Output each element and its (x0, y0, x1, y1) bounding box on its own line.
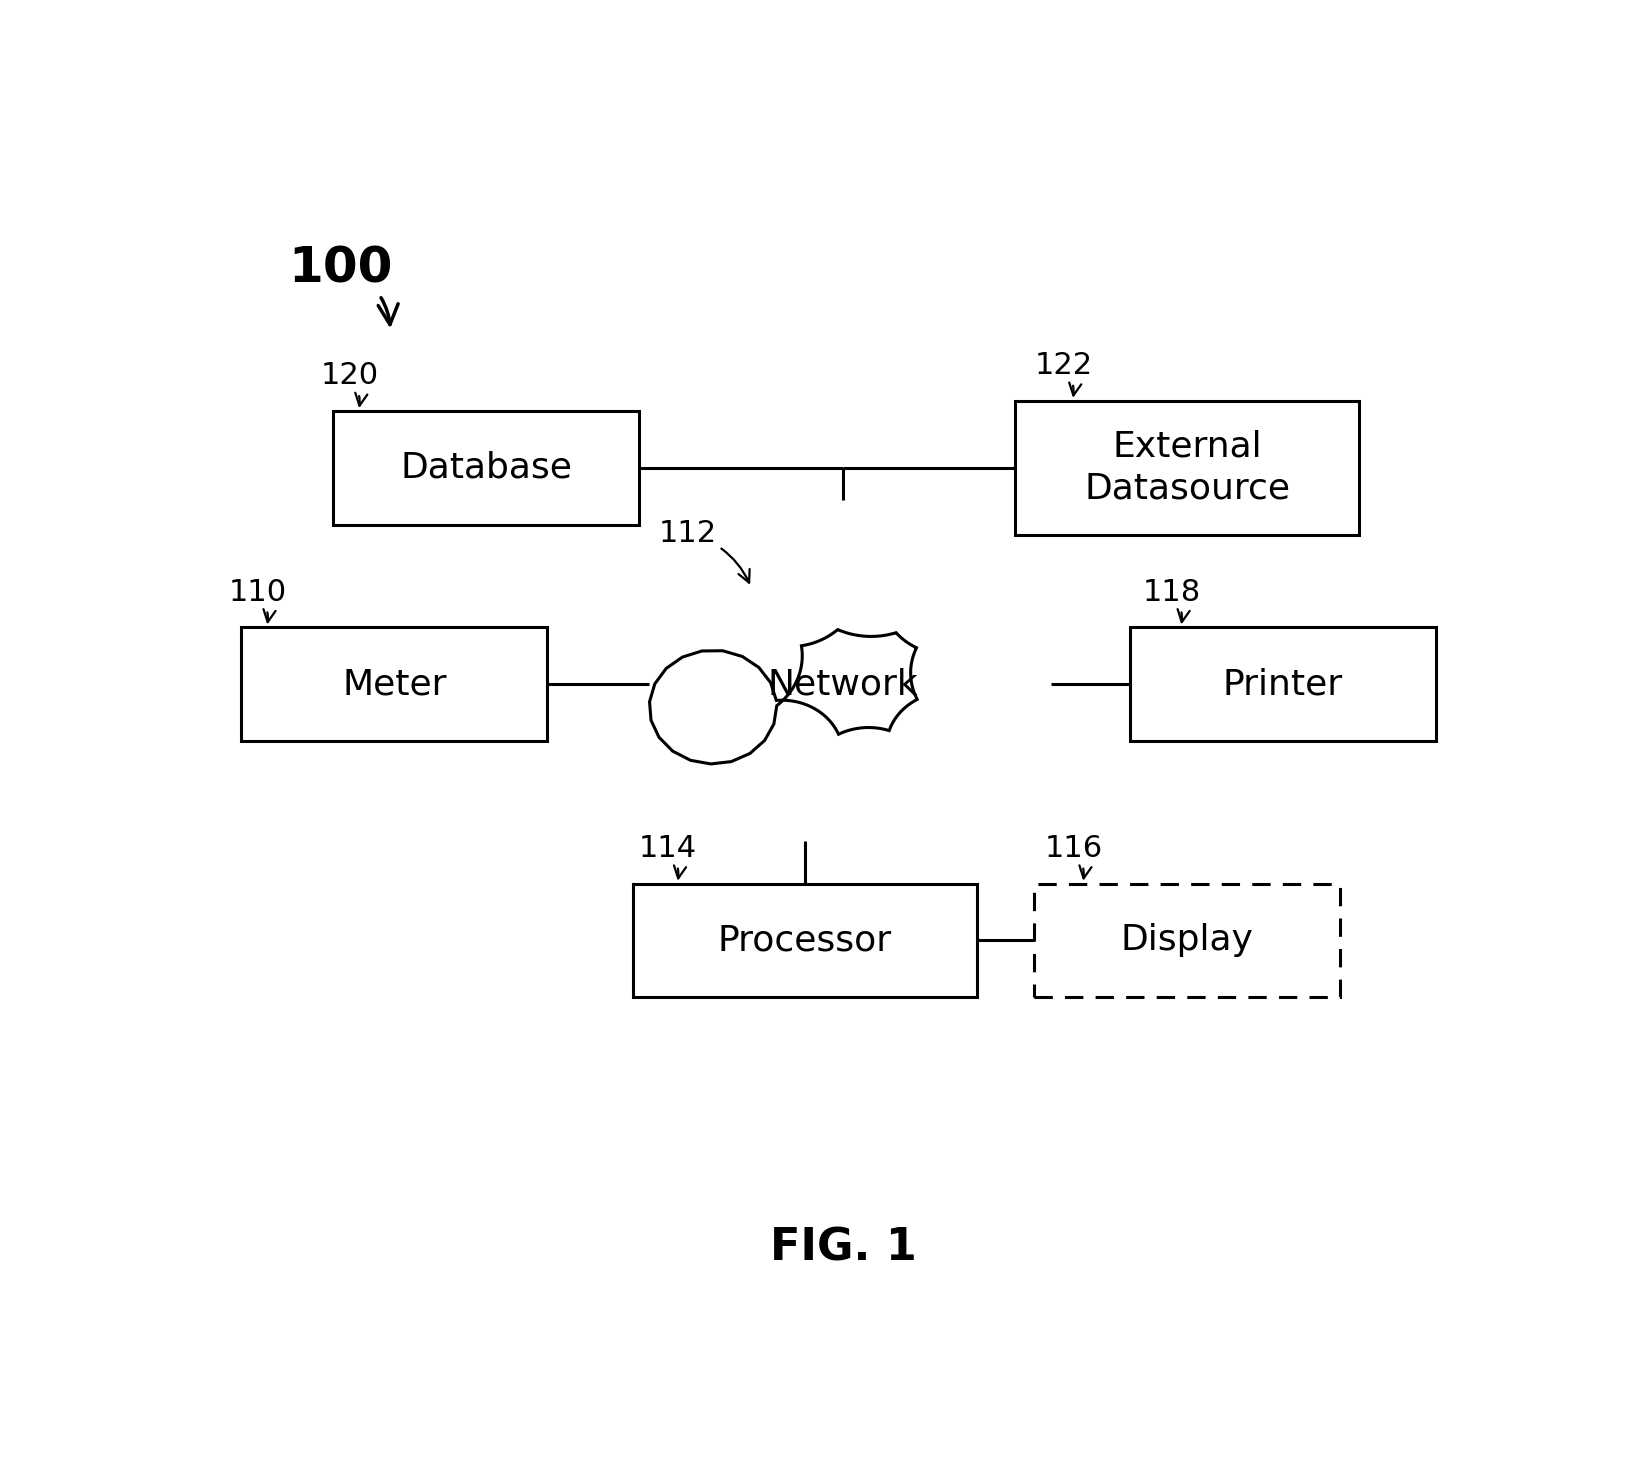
Text: Display: Display (1120, 923, 1253, 957)
FancyBboxPatch shape (332, 411, 638, 525)
FancyBboxPatch shape (1035, 883, 1341, 997)
PathPatch shape (650, 630, 918, 765)
Text: Meter: Meter (342, 667, 446, 701)
Text: 116: 116 (1045, 834, 1102, 879)
Text: 122: 122 (1035, 351, 1092, 395)
FancyBboxPatch shape (1130, 627, 1436, 741)
Text: 112: 112 (658, 519, 750, 583)
Text: Processor: Processor (717, 923, 892, 957)
FancyBboxPatch shape (1015, 401, 1359, 535)
Text: 114: 114 (638, 834, 697, 879)
Text: Network: Network (768, 667, 918, 701)
FancyBboxPatch shape (633, 883, 977, 997)
Text: External
Datasource: External Datasource (1084, 430, 1290, 506)
Text: 110: 110 (229, 578, 286, 623)
Text: Printer: Printer (1222, 667, 1342, 701)
Text: FIG. 1: FIG. 1 (770, 1226, 916, 1269)
Text: Database: Database (400, 451, 572, 485)
FancyBboxPatch shape (242, 627, 548, 741)
Text: 120: 120 (321, 361, 378, 405)
Text: 118: 118 (1143, 578, 1201, 623)
Text: 100: 100 (288, 244, 398, 324)
